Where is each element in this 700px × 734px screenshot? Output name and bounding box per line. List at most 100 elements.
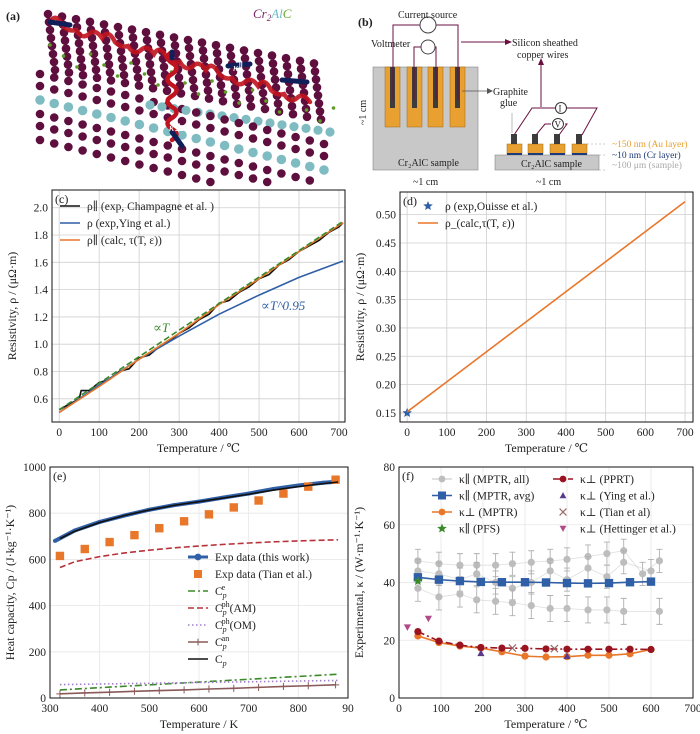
circle-marker (435, 637, 443, 645)
circle-marker (473, 570, 481, 578)
cr-atom (305, 136, 315, 145)
x-tick-label: 700 (676, 427, 694, 439)
square-marker (55, 551, 65, 561)
cr-atom (213, 56, 223, 66)
square-marker (434, 575, 444, 584)
series-0 (414, 538, 664, 586)
circle-marker (194, 553, 202, 561)
voltage-symbol-circle (552, 118, 564, 130)
series-line (417, 561, 652, 589)
cr-layer-label: ~10 nm (Cr layer) (612, 150, 681, 161)
cr-atom (220, 115, 229, 124)
c-atom (304, 108, 309, 112)
panel-label: (f) (402, 469, 414, 483)
current-source-label: Current source (398, 10, 458, 21)
x-tick-label: 90 (342, 703, 354, 715)
cr-atom (262, 125, 272, 135)
cr-atom (256, 72, 266, 82)
x-marker (559, 508, 567, 516)
heat-wave-perp (165, 49, 179, 143)
square-marker (229, 503, 238, 512)
square-marker (625, 578, 635, 587)
circle-marker (647, 567, 655, 575)
legend-label: κ∥ (PFS) (459, 523, 500, 536)
x-tick-label: 500 (250, 427, 268, 439)
cr-atom (155, 30, 165, 40)
circle-marker (620, 607, 628, 615)
series-0 (402, 407, 412, 417)
cr-atom (119, 70, 129, 80)
cr-atom (92, 73, 102, 83)
legend-item: κ∥ (PFS) (437, 523, 500, 536)
circle-marker (414, 567, 422, 575)
al-atom (134, 119, 145, 130)
cr-atom (287, 101, 297, 111)
cr-atom (242, 70, 252, 79)
sample-side-view (494, 154, 600, 171)
x-tick-label: 200 (474, 703, 492, 715)
chart-e: 300 400 500 600 700 800 9002004006008001000Tem… (3, 462, 354, 731)
cr-atom (118, 62, 128, 72)
al-atom (177, 130, 187, 140)
cr-atom (170, 41, 180, 50)
cr-atom (191, 148, 201, 157)
x-tick-label: 400 (558, 703, 576, 715)
y-tick-label: 800 (29, 508, 47, 520)
plot-frame (398, 466, 694, 699)
circle-marker (492, 597, 500, 605)
circle-marker (584, 651, 592, 659)
y-tick-label: 1.6 (34, 257, 49, 269)
cr-atom (64, 142, 73, 152)
voltmeter-symbol (420, 39, 436, 55)
cr-atom (184, 43, 194, 53)
series-line (58, 260, 344, 414)
cr-atom (78, 92, 87, 101)
cr-atom (319, 151, 329, 161)
series-line (59, 538, 339, 569)
x-tick-label: 500 (600, 703, 618, 715)
circle-marker (477, 643, 485, 652)
cr-atom (113, 22, 123, 32)
panel-label: (d) (403, 194, 417, 208)
y-tick-label: 0.30 (376, 323, 396, 335)
legend-label: Exp data (this work) (215, 552, 309, 564)
dim-right-horizontal: ~1 cm (536, 177, 561, 188)
cr-atom (92, 95, 102, 105)
cr-atom (246, 102, 256, 111)
y-tick-label: 0.45 (376, 238, 396, 250)
cr-atom (305, 148, 315, 157)
legend-sub: p (222, 659, 227, 668)
x-tick-label: 200 (478, 427, 496, 439)
cr-atom (131, 57, 141, 66)
cr-atom (248, 122, 258, 131)
x-tick-label: 0 (396, 703, 402, 715)
cr-atom (156, 38, 166, 48)
triangle-down-marker (424, 615, 432, 623)
legend-item: κ⊥ (MPTR) (432, 507, 518, 519)
gold-pad (527, 143, 544, 155)
graphite-arrow (487, 88, 493, 94)
y-tick-label: 0.50 (376, 210, 396, 222)
legend-item: κ⊥ (Tian et al) (559, 507, 650, 519)
cr-atom (253, 48, 263, 58)
cr-atom (106, 99, 116, 108)
x-tick-label: 600 (642, 703, 660, 715)
graphite-label-line1: Graphite (493, 87, 529, 98)
legend-label: κ⊥ (PPRT) (580, 474, 634, 486)
triangle-down-marker (403, 624, 411, 631)
cr-atom (92, 135, 102, 145)
square-marker (497, 578, 507, 587)
legend-label: ρ∥ (calc, τ(T, ε)) (87, 234, 162, 247)
series-4 (414, 632, 655, 661)
circle-marker (414, 627, 422, 636)
cr-atom (245, 94, 255, 103)
al-atom (63, 102, 74, 112)
circle-marker (527, 558, 535, 566)
cr-atom (149, 137, 158, 147)
series-2 (59, 673, 339, 691)
plus-marker (205, 685, 213, 693)
square-marker (476, 577, 486, 587)
c-atom (250, 88, 255, 92)
al-atom (325, 127, 335, 137)
series-5 (56, 681, 340, 698)
